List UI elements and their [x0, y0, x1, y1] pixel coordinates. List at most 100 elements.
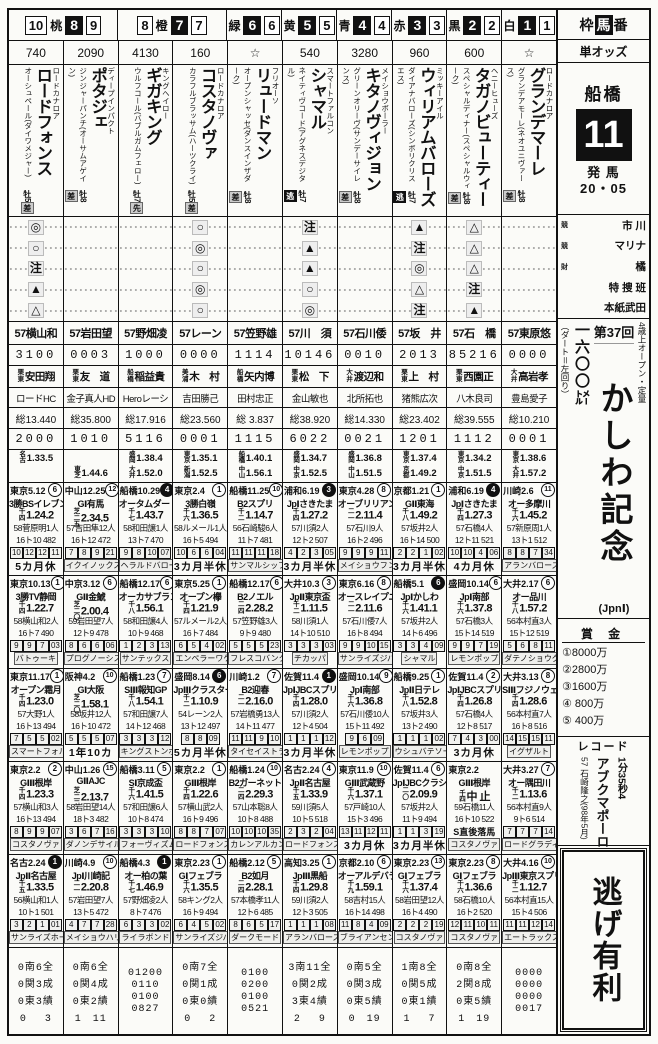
race-distance: 千六: [457, 880, 464, 894]
past-race-block-1: 浦和6.19 3 JpⅠさきたま 千四1.27.2 57川須2人 12ト2 507 4 2 3 0…: [282, 483, 337, 576]
win-odds-horse-10: 740: [9, 41, 64, 64]
race-time: 芝二五2.34.5: [64, 508, 118, 527]
race-winner: カレンアルカンタラ: [228, 838, 282, 851]
trainer-name-text: 渡辺和: [353, 371, 385, 383]
race-time-value: 1.54.1: [135, 695, 164, 708]
race-winner: サンマルシップ: [228, 559, 282, 572]
prize-money: 総23.402: [392, 408, 447, 429]
dam-line: グランデアモーレ(ネオユニヴァース) 牡8差: [502, 67, 527, 214]
race-time-value: 1.45.2: [519, 509, 547, 522]
corner-position: 04: [322, 825, 336, 838]
race-footer: スマートフォルス: [9, 745, 63, 758]
race-jockey: 58坂井12人: [70, 709, 112, 719]
corner-positions: 8 8 09: [173, 732, 227, 745]
prize-money: 総10.210: [502, 408, 556, 429]
race-jockey: 57本橋孝11人: [230, 895, 280, 905]
corner-position: 2: [406, 918, 420, 931]
best-time-track: 中京: [457, 465, 465, 480]
past-race-block-4: 東京2.2 2 GⅢ根岸 千四1.23.3 57横山和3人 16ト13 494 8 9 9 07 コ…: [9, 762, 63, 855]
finish-position: 10: [540, 855, 555, 869]
finish-position: 15: [102, 762, 117, 776]
corner-position: 7: [64, 546, 78, 559]
record-jockey: 57 石崎隆之(98年5月): [579, 757, 590, 840]
post-time-value: 20・05: [580, 181, 627, 196]
prize-money: 総23.560: [173, 408, 228, 429]
race-time-value: 1.52.8: [409, 695, 438, 708]
race-time: 千八1.54.1: [119, 694, 173, 708]
race-field-weight: 16ト7 490: [18, 628, 54, 638]
race-time: 千二1.11.5: [283, 601, 337, 615]
race-footer: サンマルシップ: [228, 559, 282, 572]
race-field-weight: 10ト8 488: [237, 814, 273, 824]
corner-position: 2: [132, 639, 146, 652]
mark-symbol: 注: [27, 261, 44, 277]
race-footer: サンテックス: [119, 652, 173, 665]
race-name: GⅠ有馬: [77, 499, 105, 509]
race-time-value: 中 止: [466, 791, 491, 803]
record-line-1: 10146: [282, 345, 337, 366]
horse-column-5: スマートファルコン シャマル ネイティヴコード(アグネスデジタル) 牡7逃注 ▲ ▲ ○ ◎ 5…: [282, 65, 338, 1034]
race-header: 船橋5.1 6: [393, 576, 447, 590]
race-time: 千二1.12.7: [502, 880, 556, 894]
race-header: 中京3.12 6: [64, 576, 118, 590]
race-header: 盛岡8.14 6: [173, 669, 227, 683]
corner-position: 11: [351, 825, 365, 838]
corner-position: 11: [255, 546, 269, 559]
race-jockey: 57石橋4人: [455, 523, 493, 533]
corner-position: 3: [119, 825, 133, 838]
race-time-value: 1.43.7: [135, 509, 164, 522]
race-track-date: 船橋12.17: [229, 578, 270, 589]
mark-symbol: ◎: [411, 261, 428, 277]
race-jockey: 57山本聡8人: [232, 802, 278, 812]
corner-position: 3: [132, 918, 146, 931]
race-footer: 3カ月半休: [283, 745, 337, 759]
race-field-weight: 14ト11 477: [235, 721, 275, 731]
race-name: JpⅢクラスター: [173, 685, 227, 695]
race-distance: 千四: [459, 789, 466, 804]
dam-name: グリーンオリーヴ(サンデーサイレンス): [341, 67, 362, 182]
best-time-track: 盛岡: [348, 450, 355, 465]
race-field-weight: 16ト13 494: [16, 814, 56, 824]
race-time-value: 2.09.9: [409, 788, 438, 801]
dam-line: カラフルブラッサム(ハーツクライ) 牡5差: [185, 67, 199, 214]
mark-row-1: [502, 217, 556, 238]
race-header: 大井2.17 6: [502, 576, 556, 590]
mark-row-4: [337, 279, 392, 301]
stats-line: 0関3成: [17, 979, 54, 991]
race-jockey: 54レーン2人: [178, 709, 223, 719]
race-winner: コスタノヴァ: [448, 931, 501, 944]
corner-positions: 7 8 9 21: [64, 546, 118, 559]
best-time-track: 東京: [403, 450, 410, 465]
race-name: B2迎春: [241, 685, 269, 695]
mark-symbol: ◎: [301, 303, 318, 319]
owner-name: 北所拓也: [337, 388, 392, 408]
race-track-date: 阪神4.2: [64, 671, 96, 682]
prize-money: 総35.800: [63, 408, 118, 429]
course-note: （ダート＝左回り）: [560, 322, 570, 399]
record-cell: レコード 57 石崎隆之(98年5月) アブクマポーロ 1分35秒4: [558, 737, 649, 848]
best-time-track: 船橋: [238, 450, 246, 465]
corner-position: 1: [119, 639, 133, 652]
waku-uma-ban-label: 枠馬番: [558, 10, 649, 40]
layoff-note: 3カ月休: [453, 747, 495, 759]
race-winner: サンライズホーク: [9, 931, 63, 944]
horse-name: キタノヴィジョン: [362, 67, 381, 191]
corner-positions: 9 9 10 15: [338, 639, 392, 652]
tipster-name: 市 川: [622, 219, 646, 232]
race-footer: 5カ月半休: [173, 745, 227, 759]
best-time-track: 東芝: [74, 465, 81, 480]
finish-position: 6: [431, 576, 446, 590]
corner-position: 6: [90, 639, 104, 652]
bottom-stats: 0000 0000 0000 0017: [502, 948, 556, 1034]
race-jockey: 57横山武2人: [177, 802, 223, 812]
running-style-badge: 差: [64, 190, 78, 203]
race-time: 二一2.11.6: [338, 601, 392, 615]
race-time-value: 1.37.8: [464, 602, 493, 615]
race-footer: 5カ月休: [9, 559, 63, 573]
tipster-marks: ○ ◎ ○ ◎ ○: [173, 217, 228, 322]
horse-name: ポタジェ: [88, 67, 107, 129]
corner-position: 8: [351, 918, 365, 931]
best-time-value: 1.51.5: [355, 468, 382, 479]
race-jockey: 56本村直7人: [506, 709, 552, 719]
